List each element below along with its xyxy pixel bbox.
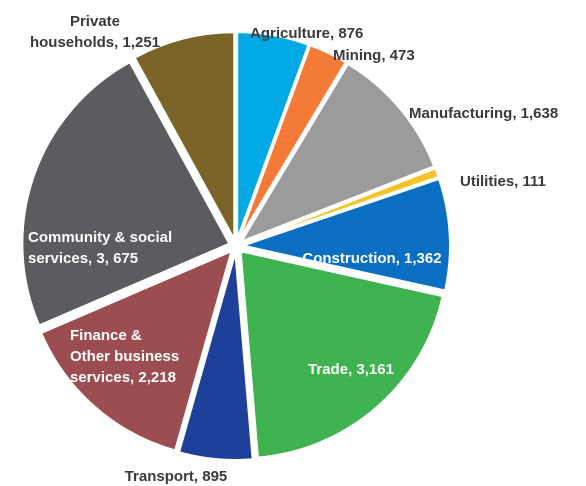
pie-slice (238, 62, 436, 244)
slice-label: Trade, 3,161 (308, 361, 394, 378)
pie-slice (177, 252, 254, 461)
pie-slice (133, 31, 236, 240)
slice-label-line: Manufacturing, 1,638 (409, 105, 558, 122)
slice-label: Community & social services, 3, 675 (28, 229, 172, 267)
slice-label-line: Trade, 3,161 (308, 361, 394, 378)
slice-label-line: Private (70, 13, 120, 30)
slice-label: Transport, 895 (125, 468, 228, 485)
slice-label-line: services, 3, 675 (28, 250, 138, 267)
slice-label-line: services, 2,218 (70, 369, 176, 386)
slice-label-line: Agriculture, 876 (250, 25, 363, 42)
slice-label: Agriculture, 876 (250, 25, 363, 42)
pie-slice (39, 249, 233, 452)
slice-label: Utilities, 111 (460, 173, 546, 190)
pie-slice (239, 250, 444, 459)
slice-label-line: households, 1,251 (30, 34, 160, 51)
slice-label: Manufacturing, 1,638 (409, 105, 558, 122)
pie-slice (236, 31, 310, 240)
pie-slice (238, 44, 348, 241)
slice-label: Mining, 473 (333, 47, 415, 64)
pie-labels: Agriculture, 876 Mining, 473 Manufacturing… (28, 13, 558, 485)
pie-slice (242, 166, 440, 245)
slice-label-line: Community & social (28, 229, 172, 246)
slice-label: Finance & Other business services, 2,218 (70, 327, 179, 386)
slice-label: Private households, 1,251 (30, 13, 160, 51)
pie-slices (21, 31, 451, 461)
slice-label-line: Transport, 895 (125, 468, 228, 485)
slice-label-line: Utilities, 111 (460, 173, 546, 190)
slice-label-line: Finance & (70, 327, 142, 344)
slice-label: Construction, 1,362 (302, 250, 441, 267)
slice-label-line: Construction, 1,362 (302, 250, 441, 267)
pie-slice (239, 177, 451, 292)
slice-label-line: Other business (70, 348, 179, 365)
slice-label-line: Mining, 473 (333, 47, 415, 64)
pie-slice (21, 60, 231, 327)
